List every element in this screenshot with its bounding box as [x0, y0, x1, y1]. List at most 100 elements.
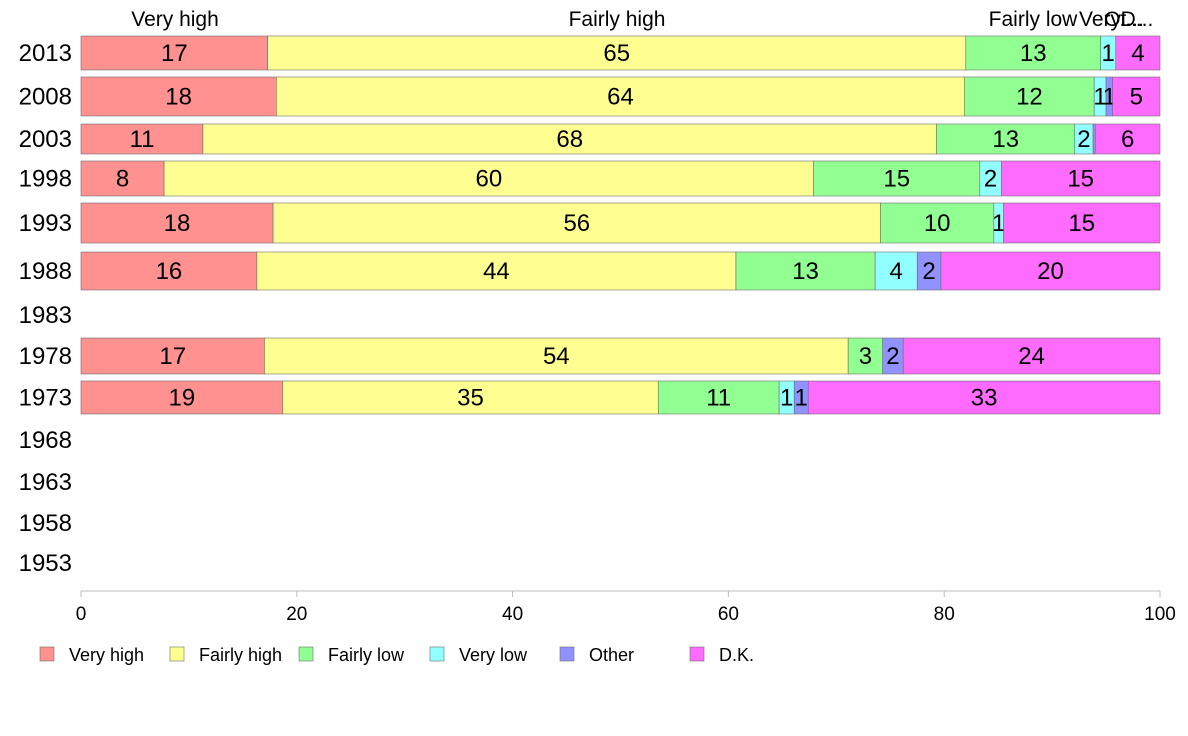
x-tick-label: 0	[76, 604, 87, 625]
data-label: 1	[795, 385, 808, 412]
top-category-labels: Very high Fairly high Fairly low Very...Ot.…	[131, 8, 1153, 31]
data-label: 10	[924, 210, 951, 237]
data-label: 12	[1016, 84, 1043, 111]
data-label: 1	[780, 385, 793, 412]
bar-segment	[80, 160, 165, 197]
data-label: 65	[603, 40, 630, 67]
data-label: 11	[706, 385, 731, 412]
data-label: 19	[169, 385, 196, 412]
data-label: 20	[1037, 258, 1064, 285]
data-label: 64	[607, 84, 634, 111]
top-label: D...	[1121, 8, 1154, 31]
data-label: 2	[922, 258, 935, 285]
x-axis: 0 20 40 60 80 100	[76, 590, 1176, 625]
bar-segment	[80, 76, 277, 117]
bar-segment	[965, 35, 1101, 71]
data-label: 3	[859, 343, 872, 370]
bar-segment	[940, 251, 1161, 291]
data-label: 13	[792, 258, 819, 285]
data-label: 18	[165, 84, 192, 111]
bar-segment	[80, 251, 258, 291]
bar-segment	[735, 251, 876, 291]
data-label: 2	[984, 166, 997, 193]
year-label: 1963	[19, 469, 72, 496]
bar-segment	[80, 380, 284, 415]
year-label: 2008	[19, 84, 72, 111]
data-label: 33	[971, 385, 998, 412]
data-label: 11	[130, 126, 155, 153]
legend-swatch	[298, 646, 314, 662]
top-label: Fairly low	[989, 8, 1079, 31]
bar-segment	[902, 337, 1161, 375]
x-tick-label: 80	[934, 604, 955, 625]
top-label: Fairly high	[569, 8, 666, 31]
data-label: 1	[1102, 40, 1115, 67]
year-label: 2013	[19, 40, 72, 67]
x-tick-label: 20	[286, 604, 307, 625]
bar-segment	[936, 123, 1076, 155]
year-label: 2003	[19, 126, 72, 153]
data-label: 54	[543, 343, 570, 370]
legend-swatch	[689, 646, 705, 662]
year-label: 1993	[19, 210, 72, 237]
legend-swatch	[429, 646, 445, 662]
bar-segment	[163, 160, 814, 197]
year-label: 1998	[19, 166, 72, 193]
data-label: 18	[164, 210, 191, 237]
legend-swatch	[169, 646, 185, 662]
bar-segment	[964, 76, 1095, 117]
data-label: 5	[1130, 84, 1143, 111]
data-label: 15	[1068, 210, 1095, 237]
data-label: 60	[476, 166, 503, 193]
legend-label: Very high	[69, 645, 144, 665]
bar-segment	[80, 337, 265, 375]
data-label: 17	[161, 40, 188, 67]
data-label: 16	[156, 258, 183, 285]
bar-segment	[657, 380, 780, 415]
data-label: 1	[992, 210, 1005, 237]
year-label: 1953	[19, 550, 72, 577]
bar-segment	[264, 337, 849, 375]
data-label: 17	[159, 343, 186, 370]
bar-segment	[807, 380, 1161, 415]
bar-segment	[1115, 35, 1161, 71]
data-label: 13	[1020, 40, 1047, 67]
top-label: Very...	[1079, 8, 1137, 31]
data-label: 13	[992, 126, 1019, 153]
legend-label: Very low	[459, 645, 528, 665]
bar-segment	[272, 202, 881, 244]
data-label: 68	[556, 126, 583, 153]
year-label: 1978	[19, 343, 72, 370]
data-label: 56	[563, 210, 590, 237]
year-label: 1968	[19, 427, 72, 454]
top-label: Ot...	[1104, 8, 1144, 31]
year-label: 1983	[19, 302, 72, 329]
year-label: 1988	[19, 258, 72, 285]
bar-segment	[1092, 123, 1096, 155]
legend: Very high Fairly high Fairly low Very low Ot…	[39, 645, 754, 665]
legend-label: Fairly high	[199, 645, 282, 665]
bar-segment	[80, 35, 268, 71]
bar-segment	[1094, 123, 1161, 155]
data-label: 44	[483, 258, 510, 285]
bar-segment	[813, 160, 981, 197]
bar-segment	[80, 202, 274, 244]
data-label: 2	[1077, 126, 1090, 153]
bar-segment	[1001, 160, 1161, 197]
legend-swatch	[39, 646, 55, 662]
bar-segment	[847, 337, 883, 375]
x-tick-label: 60	[718, 604, 739, 625]
data-label: 4	[890, 258, 903, 285]
data-label: 6	[1121, 126, 1134, 153]
bar-segment	[275, 76, 966, 117]
legend-label: D.K.	[719, 645, 754, 665]
x-tick-label: 100	[1144, 604, 1176, 625]
data-label: 4	[1131, 40, 1144, 67]
year-label: 1973	[19, 385, 72, 412]
data-label: 8	[116, 166, 129, 193]
data-label: 15	[1067, 166, 1094, 193]
bar-segment	[202, 123, 937, 155]
year-label: 1958	[19, 510, 72, 537]
